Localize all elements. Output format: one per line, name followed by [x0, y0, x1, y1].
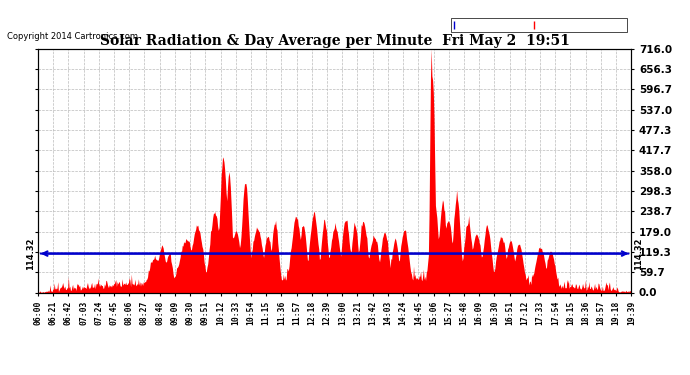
Title: Solar Radiation & Day Average per Minute  Fri May 2  19:51: Solar Radiation & Day Average per Minute… [100, 34, 569, 48]
Text: Copyright 2014 Cartronics.com: Copyright 2014 Cartronics.com [7, 32, 138, 41]
Legend: Median (w/m2), Radiation (w/m2): Median (w/m2), Radiation (w/m2) [451, 18, 627, 33]
Text: 114.32: 114.32 [26, 237, 35, 270]
Text: 114.32: 114.32 [634, 237, 643, 270]
